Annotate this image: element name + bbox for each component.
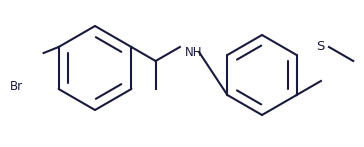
- Text: NH: NH: [185, 46, 202, 59]
- Text: S: S: [316, 41, 324, 54]
- Text: Br: Br: [10, 81, 23, 93]
